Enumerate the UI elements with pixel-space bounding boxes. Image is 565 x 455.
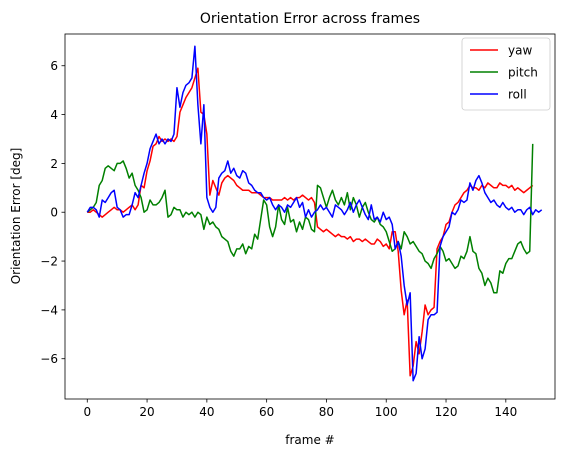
- series-line-pitch: [86, 143, 534, 294]
- x-tick-label: 60: [259, 405, 274, 419]
- x-tick-label: 40: [199, 405, 214, 419]
- x-axis: 0 20 40 60 80 100 120 140: [83, 399, 517, 419]
- y-tick-label: 2: [50, 157, 58, 171]
- plot-area: [86, 45, 543, 382]
- x-tick-label: 140: [494, 405, 517, 419]
- y-axis: −6 −4 −2 0 2 4 6: [40, 59, 65, 366]
- x-tick-label: 100: [375, 405, 398, 419]
- x-tick-label: 120: [435, 405, 458, 419]
- chart-title: Orientation Error across frames: [200, 11, 420, 27]
- legend-label-yaw: yaw: [508, 44, 532, 58]
- series-line-roll: [86, 45, 543, 382]
- y-tick-label: −4: [40, 303, 58, 317]
- x-tick-label: 0: [83, 405, 91, 419]
- legend-label-pitch: pitch: [508, 66, 538, 80]
- legend-frame: [461, 37, 551, 111]
- y-tick-label: −2: [40, 255, 58, 269]
- y-tick-label: 6: [50, 59, 58, 73]
- axes-frame: [64, 33, 556, 400]
- y-tick-label: 0: [50, 206, 58, 220]
- legend-label-roll: roll: [508, 88, 527, 102]
- x-axis-label: frame #: [285, 433, 334, 447]
- y-tick-label: 4: [50, 108, 58, 122]
- x-tick-label: 80: [319, 405, 334, 419]
- y-tick-label: −6: [40, 352, 58, 366]
- x-tick-label: 20: [139, 405, 154, 419]
- legend: yaw pitch roll: [461, 37, 551, 111]
- y-axis-label: Orientation Error [deg]: [9, 148, 23, 285]
